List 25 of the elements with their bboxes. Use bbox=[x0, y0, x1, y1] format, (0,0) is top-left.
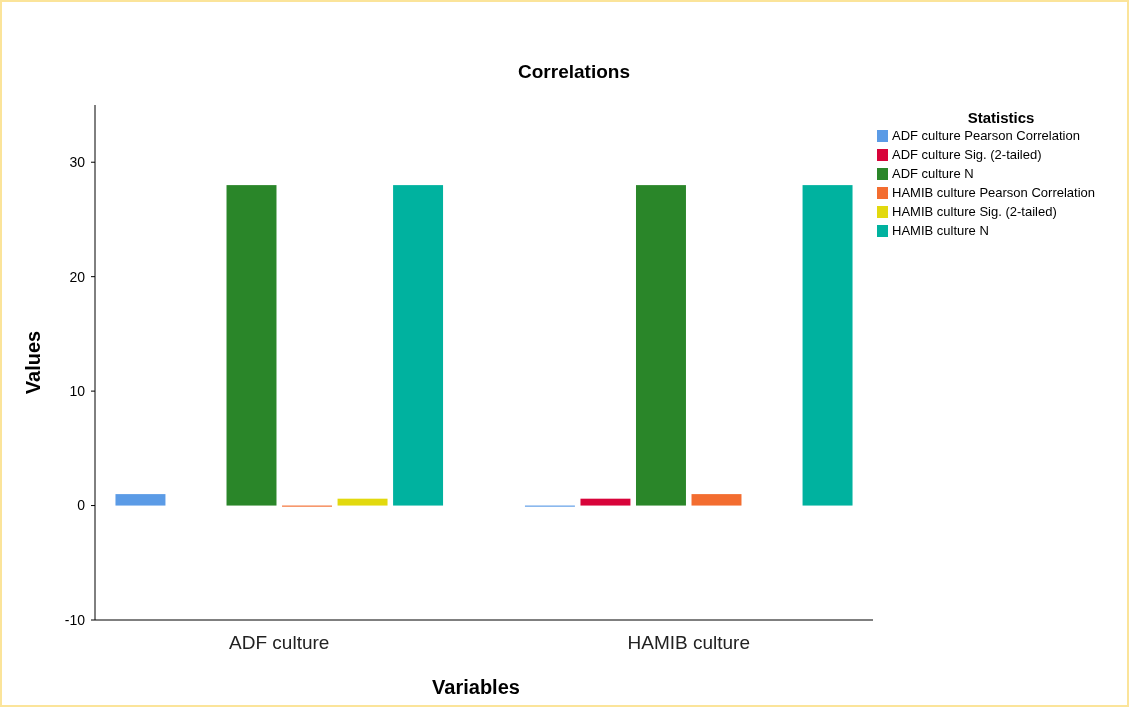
bar bbox=[393, 185, 444, 506]
bar bbox=[802, 185, 853, 506]
chart-title: Correlations bbox=[518, 61, 630, 82]
y-tick-label: 30 bbox=[69, 154, 86, 171]
x-axis-title: Variables bbox=[432, 676, 520, 698]
legend-title: Statistics bbox=[967, 109, 1035, 126]
y-tick-label: 10 bbox=[69, 383, 86, 400]
x-tick-label: HAMIB culture bbox=[627, 632, 750, 653]
x-tick-label: ADF culture bbox=[229, 632, 330, 653]
bar bbox=[635, 185, 686, 506]
bar bbox=[115, 494, 166, 506]
bar bbox=[691, 494, 742, 506]
bar bbox=[580, 498, 631, 506]
legend-label: ADF culture Sig. (2-tailed) bbox=[892, 147, 1042, 162]
y-tick-label: -10 bbox=[64, 611, 86, 628]
legend-label: HAMIB culture Sig. (2-tailed) bbox=[892, 204, 1057, 219]
y-tick-label: 0 bbox=[77, 497, 86, 514]
legend-label: HAMIB culture N bbox=[892, 223, 989, 238]
bar bbox=[337, 498, 388, 506]
legend-label: HAMIB culture Pearson Correlation bbox=[892, 185, 1096, 200]
legend-label: ADF culture N bbox=[892, 166, 974, 181]
y-axis-title: Values bbox=[22, 330, 44, 395]
legend-label: ADF culture Pearson Correlation bbox=[892, 128, 1080, 143]
bar bbox=[226, 185, 277, 506]
y-tick-label: 20 bbox=[69, 268, 86, 285]
